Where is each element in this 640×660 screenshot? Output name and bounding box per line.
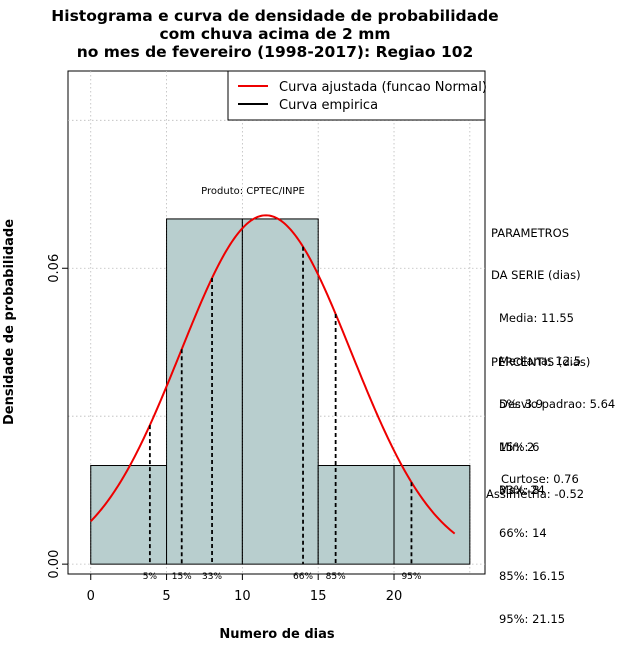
percentile-label-95: 95% <box>401 572 421 582</box>
percentile-label-33: 33% <box>202 572 222 582</box>
kurtosis-value: Curtose: 0.76 <box>501 472 579 486</box>
chart-title-line-3: no mes de fevereiro (1998-2017): Regiao … <box>76 43 474 61</box>
percentiles-heading: PERCENTIS (dias) <box>491 354 591 369</box>
parameter-sd: Desvio padrao: 5.64 <box>499 397 616 412</box>
y-axis-label: Densidade de probabilidade <box>2 219 17 425</box>
legend-empirical-label: Curva empirica <box>279 98 378 113</box>
x-tick-label: 15 <box>310 589 327 604</box>
legend-fitted-label: Curva ajustada (funcao Normal) <box>279 80 487 95</box>
percentile-95: 95%: 21.15 <box>499 611 566 626</box>
parameter-max: Max: 24 <box>499 482 545 497</box>
x-tick-label: 0 <box>87 589 95 604</box>
y-tick-label: 0.06 <box>47 254 62 283</box>
parameters-block: PARAMETROS DA SERIE (dias) Media: 11.55 … <box>491 197 615 512</box>
histogram-bar-3 <box>241 218 319 565</box>
percentile-5: 5%: 3.9 <box>499 397 544 412</box>
percentiles-block: PERCENTIS (dias) 5%: 3.9 15%: 6 33%: 8 6… <box>491 326 590 641</box>
parameters-heading-2: DA SERIE (dias) <box>491 268 581 283</box>
parameters-heading-1: PARAMETROS <box>491 225 570 240</box>
legend-box <box>227 70 486 121</box>
percentile-33: 33%: 8 <box>499 483 540 498</box>
chart-title-line-1: Histograma e curva de densidade de proba… <box>51 7 499 25</box>
y-tick-label: 0.00 <box>47 550 62 579</box>
x-tick-label: 5 <box>162 589 170 604</box>
x-tick-label: 20 <box>386 589 403 604</box>
parameter-mean: Media: 11.55 <box>499 311 574 326</box>
parameter-median: Mediana: 12.5 <box>499 354 582 369</box>
legend: Curva ajustada (funcao Normal) Curva emp… <box>227 70 487 121</box>
x-axis-label: Numero de dias <box>219 627 335 642</box>
percentile-66: 66%: 14 <box>499 526 547 541</box>
percentile-85: 85%: 16.15 <box>499 569 566 584</box>
skewness-value: Assimetria: -0.52 <box>486 487 585 501</box>
parameter-min: Min: 2 <box>499 440 535 455</box>
x-tick-label: 10 <box>234 589 251 604</box>
percentile-15: 15%: 6 <box>499 440 540 455</box>
percentile-label-15: 15% <box>172 572 192 582</box>
axes: 0 5 10 15 20 0.00 0.06 <box>47 254 402 604</box>
histogram-bar-5 <box>393 465 471 565</box>
histogram-bar-4 <box>317 465 395 565</box>
product-label: Produto: CPTEC/INPE <box>201 186 305 197</box>
curve-layer <box>90 214 471 565</box>
percentile-label-66: 66% <box>293 572 313 582</box>
histogram-bar-2 <box>166 218 243 565</box>
chart-title-line-2: com chuva acima de 2 mm <box>159 25 391 43</box>
percentile-label-85: 85% <box>326 572 346 582</box>
percentile-lines: 5% 15% 33% 66% 85% 95% <box>143 246 422 582</box>
histogram-bar-1 <box>90 465 168 565</box>
histogram-bars <box>90 218 471 565</box>
fitted-normal-curve <box>90 214 456 535</box>
percentile-label-5: 5% <box>143 572 158 582</box>
